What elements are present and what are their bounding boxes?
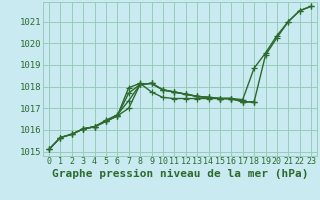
X-axis label: Graphe pression niveau de la mer (hPa): Graphe pression niveau de la mer (hPa): [52, 169, 308, 179]
